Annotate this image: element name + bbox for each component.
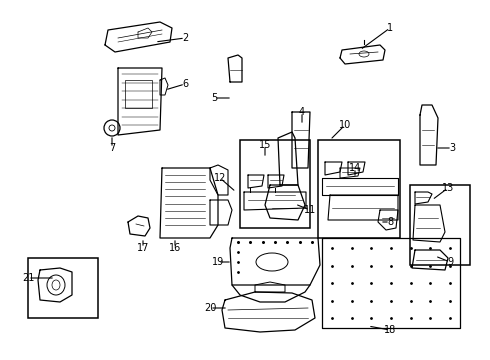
Text: 15: 15 <box>259 140 271 150</box>
Text: 8: 8 <box>387 217 393 227</box>
Bar <box>410 185 470 265</box>
Text: 13: 13 <box>442 183 454 193</box>
Text: 18: 18 <box>384 325 396 335</box>
Text: 20: 20 <box>204 303 216 313</box>
Text: 6: 6 <box>182 79 188 89</box>
Text: 10: 10 <box>339 120 351 130</box>
Text: 14: 14 <box>349 163 361 173</box>
Text: 1: 1 <box>387 23 393 33</box>
Bar <box>318 140 400 238</box>
Text: 9: 9 <box>447 257 453 267</box>
Text: 11: 11 <box>304 205 316 215</box>
Text: 7: 7 <box>109 143 115 153</box>
Text: 12: 12 <box>214 173 226 183</box>
Bar <box>240 140 310 228</box>
Bar <box>125 80 152 108</box>
Text: 16: 16 <box>169 243 181 253</box>
Bar <box>28 258 98 318</box>
Text: 17: 17 <box>137 243 149 253</box>
Text: 5: 5 <box>211 93 217 103</box>
Text: 4: 4 <box>299 107 305 117</box>
Text: 2: 2 <box>182 33 188 43</box>
Text: 19: 19 <box>212 257 224 267</box>
Text: 21: 21 <box>22 273 34 283</box>
Text: 3: 3 <box>449 143 455 153</box>
